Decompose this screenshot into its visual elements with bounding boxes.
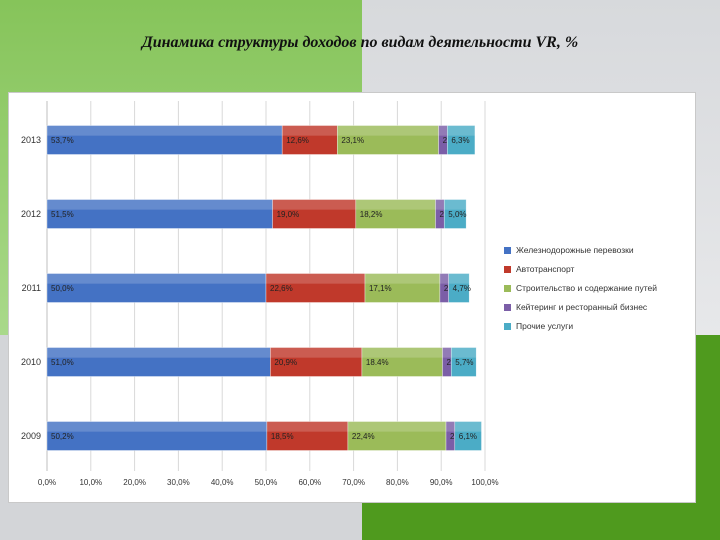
chart-frame: 0,0% 10,0% 20,0% 30,0% 40,0% 50,0% 60,0% 70,0% 8… — [8, 92, 696, 503]
data-label: 22,6% — [270, 284, 293, 293]
bar-segment — [443, 199, 467, 229]
bar-segment — [361, 347, 443, 377]
x-tick-label: 0,0% — [38, 478, 56, 487]
x-tick-label: 70,0% — [342, 478, 365, 487]
data-label: 53,7% — [51, 136, 74, 145]
bar-highlight — [337, 125, 439, 136]
legend-entry: Строительство и содержание путей — [516, 283, 657, 293]
x-tick-label: 80,0% — [386, 478, 409, 487]
bar-highlight — [47, 273, 266, 284]
legend-entry: Железнодорожные перевозки — [516, 245, 634, 255]
bar-highlight — [454, 421, 482, 432]
bar-highlight — [435, 199, 445, 210]
data-label: 5,7% — [455, 358, 473, 367]
bar-highlight — [355, 199, 436, 210]
slide-title: Динамика структуры доходов по видам деят… — [141, 34, 579, 51]
data-label: 4,7% — [453, 284, 471, 293]
category-label: 2013 — [21, 135, 41, 145]
legend-entry: Кейтеринг и ресторанный бизнес — [516, 302, 648, 312]
bar-highlight — [451, 347, 477, 358]
legend-swatch — [504, 285, 511, 292]
data-label: 12,6% — [286, 136, 309, 145]
x-tick-label: 90,0% — [430, 478, 453, 487]
bar-segment — [46, 347, 271, 377]
data-label: 50,0% — [51, 284, 74, 293]
bar-highlight — [270, 347, 362, 358]
bar-segment — [454, 421, 482, 451]
bar-segment — [355, 199, 436, 229]
bar-segment — [266, 421, 349, 451]
data-label: 51,5% — [51, 210, 74, 219]
bar-highlight — [266, 421, 348, 432]
data-label: 23,1% — [341, 136, 364, 145]
category-label: 2011 — [22, 283, 41, 293]
bar-segment — [265, 273, 366, 303]
bar-segment — [337, 125, 439, 155]
legend-swatch — [504, 247, 511, 254]
data-label: 17,1% — [369, 284, 392, 293]
x-tick-label: 30,0% — [167, 478, 190, 487]
bar-highlight — [266, 273, 365, 284]
category-label: 2012 — [21, 209, 41, 219]
data-label: 22,4% — [352, 432, 375, 441]
bar-highlight — [448, 273, 470, 284]
bar-highlight — [439, 273, 449, 284]
x-tick-label: 40,0% — [211, 478, 234, 487]
bar-segment — [364, 273, 441, 303]
bar-segment — [272, 199, 357, 229]
bar-highlight — [447, 125, 475, 136]
bar-highlight — [272, 199, 356, 210]
data-label: 20,9% — [274, 358, 297, 367]
bar-segment — [281, 125, 338, 155]
data-label: 50,2% — [51, 432, 74, 441]
x-tick-label: 10,0% — [79, 478, 102, 487]
stacked-bar-chart: 0,0% 10,0% 20,0% 30,0% 40,0% 50,0% 60,0% 70,0% 8… — [21, 101, 657, 487]
x-tick-label: 100,0% — [471, 478, 498, 487]
bar-segment — [270, 347, 363, 377]
bar-segment — [46, 421, 268, 451]
data-label: 19,0% — [277, 210, 300, 219]
data-label: 6,3% — [451, 136, 469, 145]
bar-segment — [447, 125, 476, 155]
legend-entry: Прочие услуги — [516, 321, 573, 331]
bar-segment — [46, 273, 267, 303]
bar-highlight — [361, 347, 443, 358]
bar-highlight — [47, 125, 283, 136]
bar-segment — [347, 421, 447, 451]
category-label: 2009 — [21, 431, 41, 441]
legend-swatch — [504, 266, 511, 273]
bar-highlight — [438, 125, 448, 136]
bar-highlight — [347, 421, 447, 432]
bar-highlight — [47, 421, 267, 432]
bar-highlight — [444, 199, 467, 210]
bar-highlight — [446, 421, 455, 432]
data-label: 5,0% — [448, 210, 466, 219]
bar-highlight — [442, 347, 452, 358]
x-tick-label: 20,0% — [123, 478, 146, 487]
bar-segment — [46, 125, 283, 155]
bar-segment — [450, 347, 477, 377]
bar-highlight — [364, 273, 440, 284]
bar-highlight — [47, 199, 273, 210]
data-label: 18,5% — [271, 432, 294, 441]
data-label: 18,2% — [360, 210, 383, 219]
legend-swatch — [504, 323, 511, 330]
data-label: 6,1% — [459, 432, 477, 441]
x-tick-label: 50,0% — [255, 478, 278, 487]
bar-highlight — [47, 347, 271, 358]
category-label: 2010 — [21, 357, 41, 367]
data-label: 18.4% — [366, 358, 389, 367]
legend-swatch — [504, 304, 511, 311]
x-tick-label: 60,0% — [298, 478, 321, 487]
legend-entry: Автотранспорт — [516, 264, 574, 274]
data-label: 51,0% — [51, 358, 74, 367]
bar-segment — [448, 273, 470, 303]
bar-highlight — [282, 125, 338, 136]
